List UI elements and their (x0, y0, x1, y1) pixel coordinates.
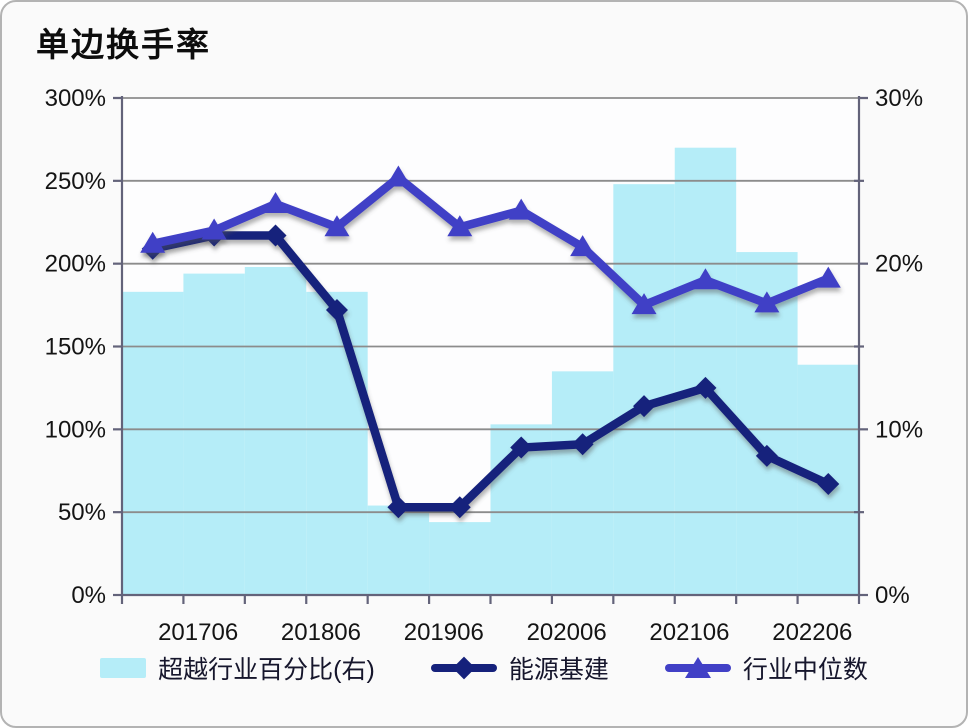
left-axis-tick-label: 150% (45, 334, 106, 361)
axis-labels: 0% 50% 100% 150% 200% 250% 300% 0% 10% 20% 30% 2017… (45, 85, 923, 646)
bar (551, 371, 614, 595)
triangle-marker (201, 218, 227, 240)
triangle-marker (631, 293, 657, 315)
diamond-marker (448, 496, 471, 519)
diamond-marker (571, 433, 594, 456)
x-axis-tick-label: 201806 (281, 619, 361, 646)
triangle-marker (815, 266, 841, 288)
triangle-marker-icon (684, 657, 711, 678)
diamond-marker (694, 376, 717, 399)
diamond-marker (755, 444, 778, 467)
diamond-marker (817, 473, 840, 496)
x-axis-tick-label: 201906 (404, 619, 484, 646)
triangle-marker (447, 215, 473, 237)
diamond-marker (325, 299, 348, 322)
legend-item-diamond-series: 能源基建 (430, 650, 609, 686)
legend-label: 超越行业百分比(右) (158, 656, 375, 684)
axis-ticks (113, 96, 868, 604)
bar (183, 273, 245, 595)
bar (429, 522, 491, 595)
triangle-marker (692, 268, 718, 290)
right-axis-tick-label: 30% (875, 85, 923, 112)
chart-legend: 超越行业百分比(右) 能源基建 行业中位数 (2, 650, 966, 686)
bar (613, 184, 675, 595)
left-axis-tick-label: 200% (45, 251, 106, 278)
right-axis-tick-label: 0% (875, 582, 910, 609)
right-axis-tick-label: 10% (875, 416, 923, 443)
legend-item-triangle-series: 行业中位数 (664, 650, 868, 686)
triangle-marker (324, 215, 350, 237)
bar-swatch-icon (100, 658, 147, 678)
diamond-marker (633, 395, 656, 418)
line-series-diamond (141, 224, 840, 519)
diamond-marker-icon (452, 656, 476, 680)
bar (674, 147, 737, 595)
x-axis-tick-label: 202106 (649, 619, 729, 646)
gridlines (122, 97, 859, 514)
legend-label: 能源基建 (508, 656, 609, 684)
bar-series (122, 147, 859, 595)
diamond-line-icon (430, 656, 497, 680)
left-axis-tick-label: 50% (58, 499, 106, 526)
x-axis-tick-label: 202206 (772, 619, 852, 646)
legend-label: 行业中位数 (742, 656, 868, 684)
triangle-marker (508, 198, 534, 220)
line-series-triangle (140, 165, 841, 315)
x-axis-tick-label: 202006 (527, 619, 607, 646)
page-title: 单边换手率 (36, 26, 211, 63)
triangle-marker (754, 291, 780, 313)
bar (122, 291, 184, 595)
triangle-marker (570, 235, 596, 257)
diamond-marker (510, 436, 533, 459)
triangle-marker (140, 231, 166, 253)
diamond-marker (264, 224, 287, 247)
left-axis-tick-label: 100% (45, 416, 106, 443)
bar (244, 266, 307, 595)
left-axis-tick-label: 0% (71, 582, 106, 609)
bar (306, 291, 368, 595)
triangle-marker (385, 165, 411, 187)
left-axis-tick-label: 300% (45, 85, 106, 112)
bar (367, 505, 430, 595)
triangle-line-icon (664, 656, 731, 680)
triangle-marker (263, 192, 289, 214)
right-axis-tick-label: 20% (875, 251, 923, 278)
left-axis-tick-label: 250% (45, 168, 106, 195)
legend-item-bar-series: 超越行业百分比(右) (100, 650, 375, 686)
x-axis-tick-label: 201706 (158, 619, 238, 646)
diamond-marker (387, 496, 410, 519)
